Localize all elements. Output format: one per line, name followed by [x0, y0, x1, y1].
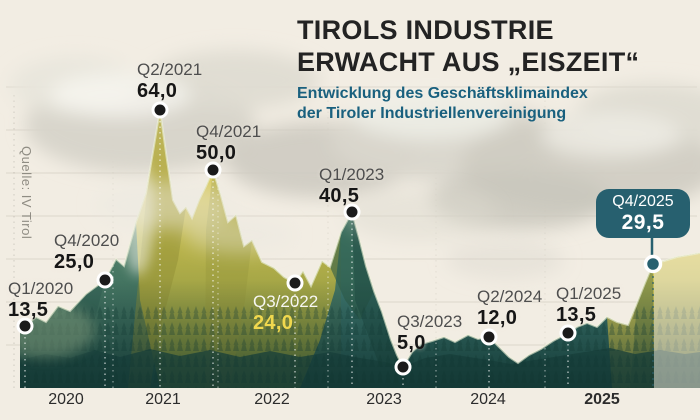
point-label-q1-2025: Q1/2025 13,5: [556, 284, 622, 326]
point-label-q1-2023: Q1/2023 40,5: [319, 165, 385, 207]
source-credit: Quelle: IV Tirol: [19, 146, 34, 240]
point-guide-lines: [24, 110, 569, 388]
point-label-q4-2021: Q4/2021 50,0: [196, 122, 262, 164]
x-axis-label-2024: 2024: [470, 391, 506, 408]
point-label-q2-2021: Q2/2021 64,0: [137, 60, 203, 102]
subtitle-line-2: der Tiroler Industriellenvereinigung: [297, 105, 567, 122]
title-line-2: ERWACHT AUS „EISZEIT“: [297, 47, 640, 77]
callout-q4-2025: Q4/2025 29,5: [596, 189, 690, 238]
page-title: TIROLS INDUSTRIE ERWACHT AUS „EISZEIT“: [297, 14, 697, 78]
x-axis-label-2022: 2022: [254, 391, 290, 408]
title-line-1: TIROLS INDUSTRIE: [297, 15, 554, 45]
highlight-point-dot: [643, 254, 663, 274]
x-axis-label-2021: 2021: [145, 391, 181, 408]
callout-quarter: Q4/2025: [612, 193, 674, 210]
clouds: [10, 50, 700, 230]
point-label-q3-2023: Q3/2023 5,0: [397, 312, 463, 354]
point-label-q3-2022: Q3/2022 24,0: [253, 292, 319, 334]
point-label-q2-2024: Q2/2024 12,0: [477, 287, 543, 329]
point-label-q1-2020: Q1/2020 13,5: [8, 279, 74, 321]
x-axis-label-2025: 2025: [584, 391, 620, 408]
callout-value: 29,5: [621, 211, 665, 234]
point-label-q4-2020: Q4/2020 25,0: [54, 231, 120, 273]
data-point-dots: [16, 101, 577, 376]
x-axis-label-2023: 2023: [366, 391, 402, 408]
x-axis-label-2020: 2020: [48, 391, 84, 408]
mountain-ridge-highlight: [19, 109, 700, 370]
chart-subtitle: Entwicklung des Geschäftsklimaindex der …: [297, 84, 657, 124]
subtitle-line-1: Entwicklung des Geschäftsklimaindex: [297, 85, 588, 102]
